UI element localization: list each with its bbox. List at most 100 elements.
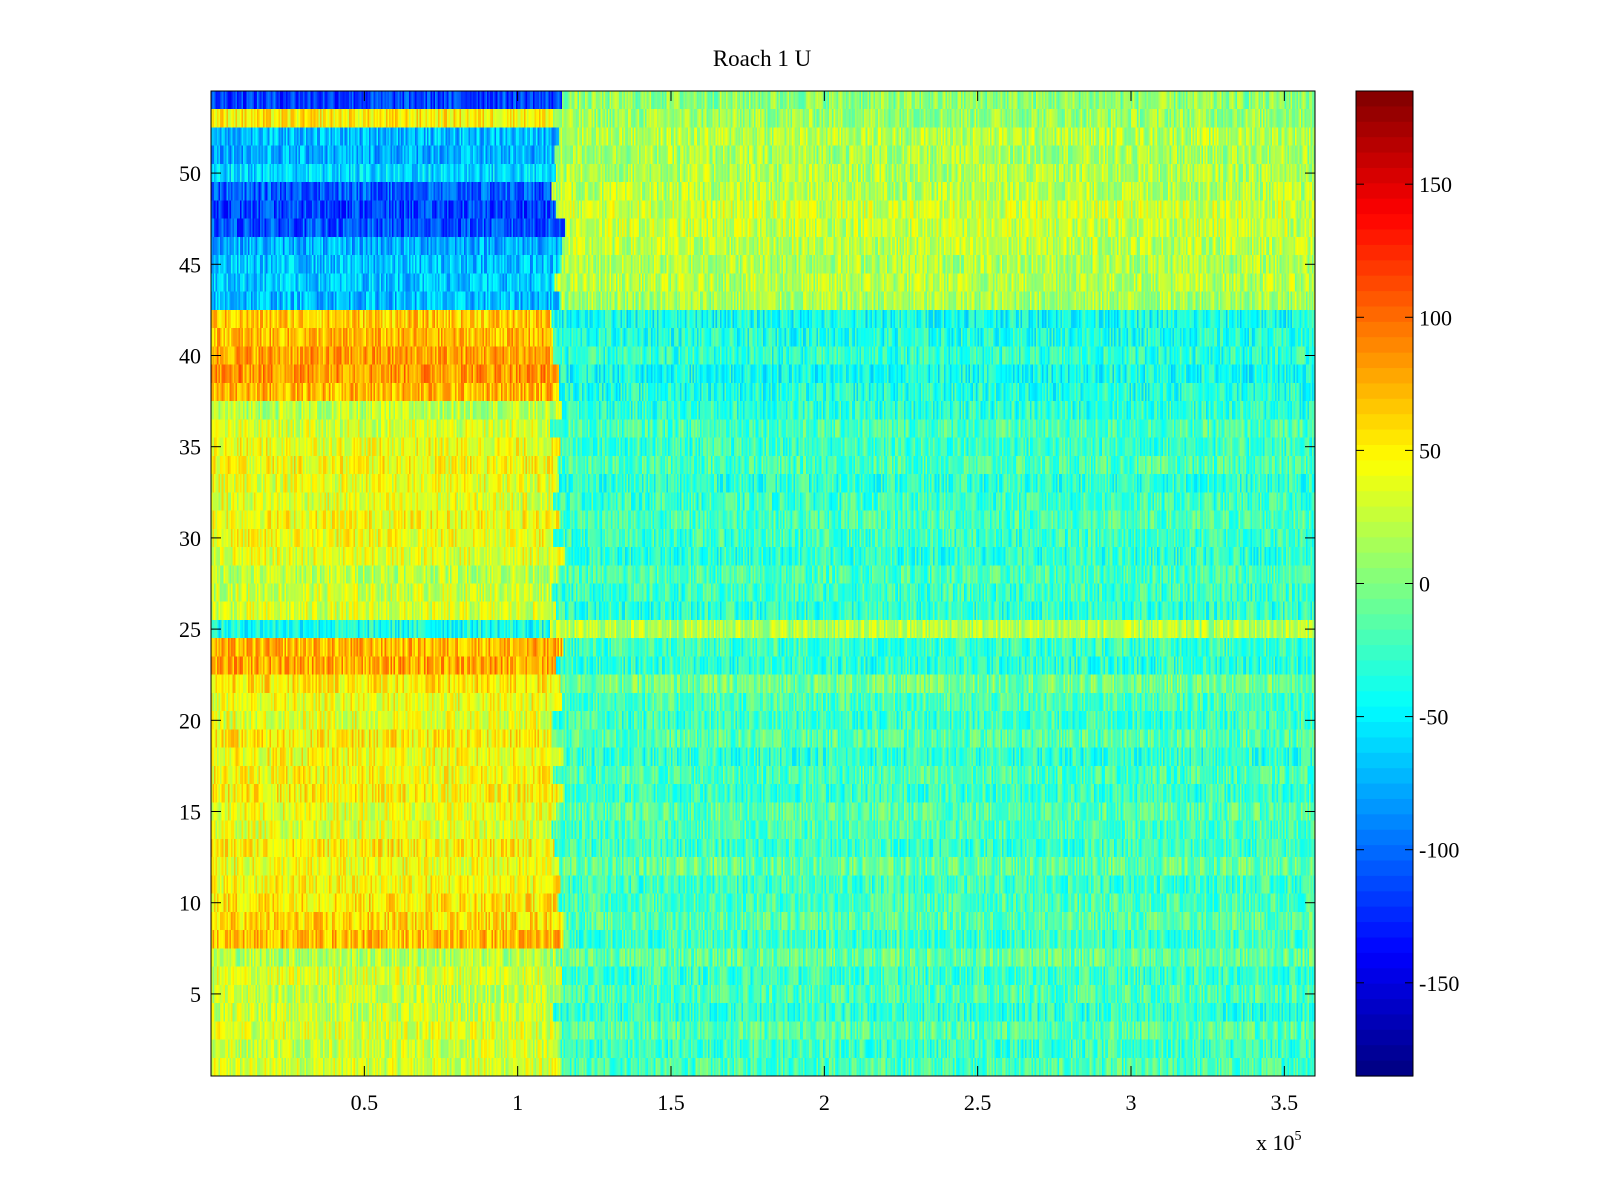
colorbar-band [1356, 752, 1413, 769]
colorbar-band [1356, 121, 1413, 138]
colorbar-band [1356, 152, 1413, 169]
x-tick-label: 3.5 [1271, 1090, 1299, 1115]
y-tick-label: 25 [179, 617, 201, 642]
colorbar-band [1356, 583, 1413, 600]
colorbar-band [1356, 183, 1413, 200]
colorbar-band [1356, 614, 1413, 631]
colorbar-band [1356, 645, 1413, 662]
colorbar-band [1356, 214, 1413, 231]
colorbar-band [1356, 875, 1413, 892]
colorbar-band [1356, 244, 1413, 261]
colorbar-band [1356, 444, 1413, 461]
colorbar-band [1356, 460, 1413, 477]
colorbar-band [1356, 906, 1413, 923]
colorbar-band [1356, 937, 1413, 954]
colorbar-tick-label: -150 [1419, 971, 1459, 996]
colorbar-band [1356, 1029, 1413, 1046]
colorbar-band [1356, 783, 1413, 800]
y-tick-label: 5 [190, 982, 201, 1007]
plot-axes-frame [210, 90, 1316, 1077]
colorbar-band [1356, 137, 1413, 154]
colorbar-band [1356, 629, 1413, 646]
x-axis-multiplier: x 105 [1256, 1129, 1302, 1155]
colorbar-band [1356, 891, 1413, 908]
colorbar-band [1356, 737, 1413, 754]
colorbar-band [1356, 491, 1413, 508]
colorbar-tick-label: 100 [1419, 305, 1452, 330]
colorbar-band [1356, 968, 1413, 985]
colorbar-band [1356, 1045, 1413, 1062]
colorbar-tick-label: 150 [1419, 172, 1452, 197]
colorbar-band [1356, 1060, 1413, 1077]
heatmap-image [211, 91, 1315, 1076]
colorbar-band [1356, 167, 1413, 184]
colorbar-tick-label: 50 [1419, 438, 1441, 463]
colorbar-band [1356, 275, 1413, 292]
colorbar-band [1356, 675, 1413, 692]
colorbar-band [1356, 829, 1413, 846]
colorbar-band [1356, 414, 1413, 431]
colorbar-band [1356, 845, 1413, 862]
colorbar-band [1356, 768, 1413, 785]
colorbar-band [1356, 860, 1413, 877]
colorbar-band [1356, 229, 1413, 246]
colorbar-band [1356, 91, 1413, 107]
colorbar-band [1356, 429, 1413, 446]
colorbar-band [1356, 383, 1413, 400]
colorbar-band [1356, 706, 1413, 723]
y-tick-label: 45 [179, 252, 201, 277]
colorbar-band [1356, 952, 1413, 969]
colorbar-band [1356, 352, 1413, 369]
x-tick-label: 0.5 [351, 1090, 379, 1115]
x-axis-multiplier-base: x 10 [1256, 1130, 1295, 1155]
y-tick-label: 35 [179, 435, 201, 460]
y-tick-label: 10 [179, 891, 201, 916]
colorbar-band [1356, 106, 1413, 123]
y-tick-label: 40 [179, 343, 201, 368]
colorbar-band [1356, 983, 1413, 1000]
colorbar-tick-label: -50 [1419, 705, 1448, 730]
colorbar-band [1356, 722, 1413, 739]
colorbar-band [1356, 691, 1413, 708]
y-tick-label: 20 [179, 708, 201, 733]
colorbar-band [1356, 999, 1413, 1016]
x-tick-label: 2.5 [964, 1090, 992, 1115]
colorbar-ticks: 150 100 50 0 -50 -100 -150 [1356, 172, 1459, 996]
colorbar-band [1356, 475, 1413, 492]
chart-title: Roach 1 U [713, 46, 812, 71]
colorbar-band [1356, 922, 1413, 939]
colorbar-band [1356, 306, 1413, 323]
y-tick-label: 50 [179, 161, 201, 186]
colorbar-band [1356, 291, 1413, 308]
colorbar-tick-label: 0 [1419, 572, 1430, 597]
colorbar-band [1356, 398, 1413, 415]
x-axis-multiplier-exponent: 5 [1295, 1129, 1302, 1144]
colorbar-band [1356, 506, 1413, 523]
colorbar [1356, 91, 1413, 1077]
colorbar-band [1356, 260, 1413, 277]
colorbar-band [1356, 1014, 1413, 1031]
y-axis-ticks: 5 10 15 20 25 30 35 40 45 50 [179, 161, 1315, 1007]
x-axis-ticks: 0.5 1 1.5 2 2.5 3 3.5 [351, 91, 1299, 1115]
colorbar-band [1356, 337, 1413, 354]
colorbar-tick-label: -100 [1419, 838, 1459, 863]
colorbar-band [1356, 568, 1413, 585]
x-tick-label: 1.5 [657, 1090, 685, 1115]
colorbar-band [1356, 198, 1413, 215]
x-tick-label: 2 [819, 1090, 830, 1115]
colorbar-band [1356, 798, 1413, 815]
colorbar-band [1356, 368, 1413, 385]
x-tick-label: 3 [1126, 1090, 1137, 1115]
x-tick-label: 1 [512, 1090, 523, 1115]
colorbar-band [1356, 660, 1413, 677]
colorbar-band [1356, 814, 1413, 831]
colorbar-band [1356, 537, 1413, 554]
y-tick-label: 15 [179, 800, 201, 825]
colorbar-band [1356, 521, 1413, 538]
colorbar-band [1356, 598, 1413, 615]
colorbar-band [1356, 552, 1413, 569]
y-tick-label: 30 [179, 526, 201, 551]
heatmap-cells [211, 91, 1315, 1076]
colorbar-band [1356, 321, 1413, 338]
